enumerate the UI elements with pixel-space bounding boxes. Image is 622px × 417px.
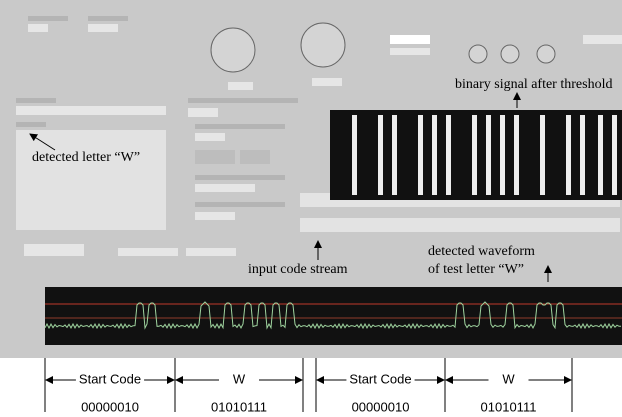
segment-label: W xyxy=(233,371,246,386)
segment-label: Start Code xyxy=(79,371,141,386)
pulse xyxy=(446,115,451,195)
pulse xyxy=(566,115,571,195)
pulse xyxy=(612,115,617,195)
pulse xyxy=(540,115,545,195)
segment-code: 00000010 xyxy=(352,399,410,412)
pulse xyxy=(392,115,397,195)
segment-code: 01010111 xyxy=(481,399,537,412)
segment-code: 00000010 xyxy=(81,399,139,412)
segment-label: Start Code xyxy=(349,371,411,386)
pulse xyxy=(418,115,423,195)
segment-code: 01010111 xyxy=(211,399,267,412)
pulse xyxy=(580,115,585,195)
annotation: detected waveform xyxy=(428,244,535,259)
annotation: of test letter “W” xyxy=(428,262,524,277)
pulse xyxy=(500,115,505,195)
annotation: detected letter “W” xyxy=(32,150,140,165)
pulse xyxy=(514,115,519,195)
figure: binary signal after threshold detected l… xyxy=(0,0,622,412)
annotation: binary signal after threshold xyxy=(455,77,612,92)
pulse xyxy=(352,115,357,195)
pulse xyxy=(432,115,437,195)
pulse xyxy=(472,115,477,195)
segment-label: W xyxy=(502,371,515,386)
pulse xyxy=(598,115,603,195)
segments: Start Code 00000010 W 01010111 Start Code 000… xyxy=(45,358,572,412)
pulse xyxy=(378,115,383,195)
pulse xyxy=(486,115,491,195)
annotation: input code stream xyxy=(248,262,348,277)
